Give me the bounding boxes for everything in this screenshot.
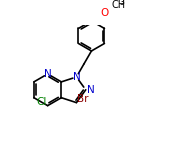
Text: 3: 3: [119, 0, 124, 7]
Text: Br: Br: [77, 94, 89, 104]
Text: N: N: [73, 72, 80, 82]
Text: O: O: [100, 8, 108, 18]
Text: Cl: Cl: [36, 97, 47, 107]
Text: CH: CH: [112, 0, 126, 10]
Text: N: N: [87, 85, 95, 95]
Text: N: N: [44, 69, 51, 79]
